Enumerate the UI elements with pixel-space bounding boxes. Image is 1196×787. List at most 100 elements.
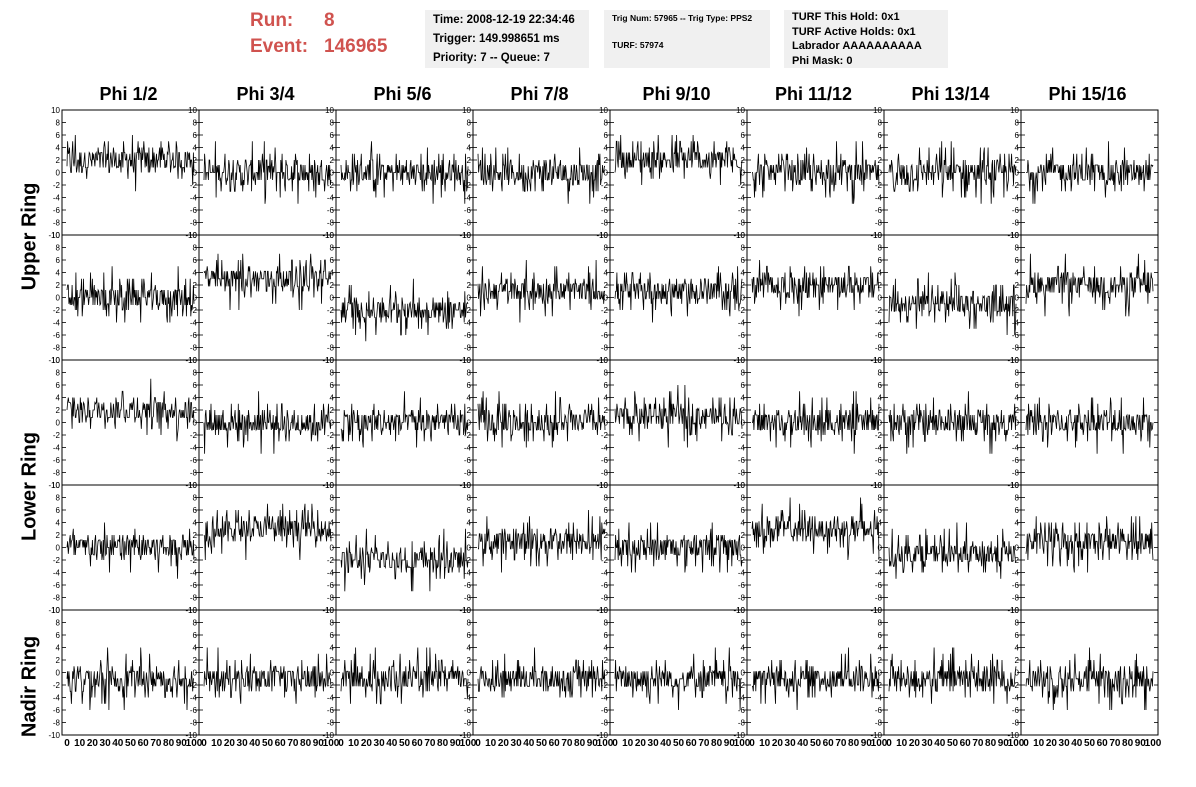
y-tick-label: -8 (464, 719, 472, 728)
phi-mask-text: Phi Mask: 0 (792, 54, 853, 67)
y-tick-label: 10 (1010, 481, 1019, 490)
y-tick-label: -8 (190, 344, 198, 353)
y-tick-label: 10 (1010, 356, 1019, 365)
y-tick-label: 10 (599, 106, 608, 115)
y-tick-label: 0 (330, 169, 335, 178)
x-tick-label: 50 (262, 738, 274, 749)
x-tick-label: 60 (823, 738, 835, 749)
y-tick-label: 4 (56, 644, 61, 653)
y-tick-label: 0 (741, 419, 746, 428)
y-tick-label: 6 (1015, 256, 1020, 265)
y-tick-label: 2 (330, 156, 335, 165)
y-tick-label: -2 (464, 431, 472, 440)
y-tick-label: 6 (56, 631, 61, 640)
y-tick-label: 2 (1015, 281, 1020, 290)
y-tick-label: -2 (327, 556, 335, 565)
x-tick-label: 40 (797, 738, 809, 749)
x-tick-label: 70 (835, 738, 847, 749)
y-tick-label: -10 (596, 731, 608, 740)
x-tick-label: 0 (338, 738, 344, 749)
waveform-trace (614, 266, 743, 323)
x-tick-label: 50 (536, 738, 548, 749)
y-tick-label: 6 (467, 631, 472, 640)
y-tick-label: 6 (1015, 381, 1020, 390)
x-tick-label: 70 (287, 738, 299, 749)
y-tick-label: -8 (601, 219, 609, 228)
y-tick-label: -6 (327, 581, 335, 590)
y-tick-label: -6 (738, 706, 746, 715)
y-tick-label: 2 (741, 531, 746, 540)
y-tick-label: 10 (325, 481, 334, 490)
y-tick-label: 4 (330, 144, 335, 153)
y-tick-label: -6 (327, 706, 335, 715)
y-tick-label: 4 (878, 144, 883, 153)
y-tick-label: -4 (875, 444, 883, 453)
y-tick-label: -2 (327, 306, 335, 315)
y-tick-label: -2 (601, 431, 609, 440)
y-tick-label: 10 (1010, 606, 1019, 615)
y-tick-label: -10 (870, 731, 882, 740)
y-tick-label: -2 (1012, 681, 1020, 690)
y-tick-label: -4 (875, 319, 883, 328)
y-tick-label: -8 (327, 219, 335, 228)
x-tick-label: 40 (523, 738, 535, 749)
y-tick-label: -8 (327, 719, 335, 728)
y-tick-label: -4 (190, 444, 198, 453)
y-tick-label: -6 (738, 581, 746, 590)
y-tick-label: 8 (878, 494, 883, 503)
x-tick-label: 0 (1023, 738, 1029, 749)
y-tick-label: 8 (467, 619, 472, 628)
y-tick-label: -4 (464, 194, 472, 203)
x-tick-label: 80 (163, 738, 175, 749)
x-tick-label: 50 (125, 738, 137, 749)
y-tick-label: -6 (738, 206, 746, 215)
trig-num-text: Trig Num: 57965 -- Trig Type: PPS2 (612, 13, 753, 23)
y-tick-label: 2 (56, 406, 61, 415)
y-tick-label: -4 (601, 444, 609, 453)
y-tick-label: 4 (604, 394, 609, 403)
y-tick-label: -2 (738, 431, 746, 440)
y-tick-label: -4 (601, 319, 609, 328)
waveform-trace (752, 647, 880, 711)
y-tick-label: 2 (193, 531, 198, 540)
y-tick-label: -6 (53, 706, 61, 715)
y-tick-label: 8 (1015, 244, 1020, 253)
y-tick-label: 10 (736, 231, 745, 240)
y-tick-label: -2 (1012, 556, 1020, 565)
y-tick-label: -2 (601, 681, 609, 690)
y-tick-label: -6 (875, 206, 883, 215)
y-tick-label: 4 (1015, 144, 1020, 153)
y-tick-label: 8 (604, 619, 609, 628)
trigger-info-box: Trig Num: 57965 -- Trig Type: PPS2 TURF:… (604, 10, 770, 68)
y-tick-label: -6 (464, 331, 472, 340)
x-tick-label: 80 (574, 738, 586, 749)
x-tick-label: 80 (437, 738, 449, 749)
x-tick-label: 80 (1122, 738, 1134, 749)
y-tick-label: 2 (56, 281, 61, 290)
x-tick-label: 20 (87, 738, 99, 749)
y-tick-label: -6 (464, 581, 472, 590)
y-tick-label: -4 (738, 694, 746, 703)
waveform-trace (888, 522, 1016, 579)
y-tick-label: 0 (330, 294, 335, 303)
y-tick-label: 0 (878, 169, 883, 178)
y-tick-label: 4 (193, 519, 198, 528)
waveform-trace (477, 147, 605, 204)
x-tick-label: 70 (424, 738, 436, 749)
y-tick-label: 6 (878, 631, 883, 640)
y-tick-label: 4 (467, 269, 472, 278)
y-tick-label: -2 (53, 306, 61, 315)
y-tick-label: -2 (601, 306, 609, 315)
y-tick-label: 0 (56, 544, 61, 553)
y-tick-label: -8 (190, 719, 198, 728)
y-tick-label: 2 (56, 656, 61, 665)
y-tick-label: 10 (873, 106, 882, 115)
